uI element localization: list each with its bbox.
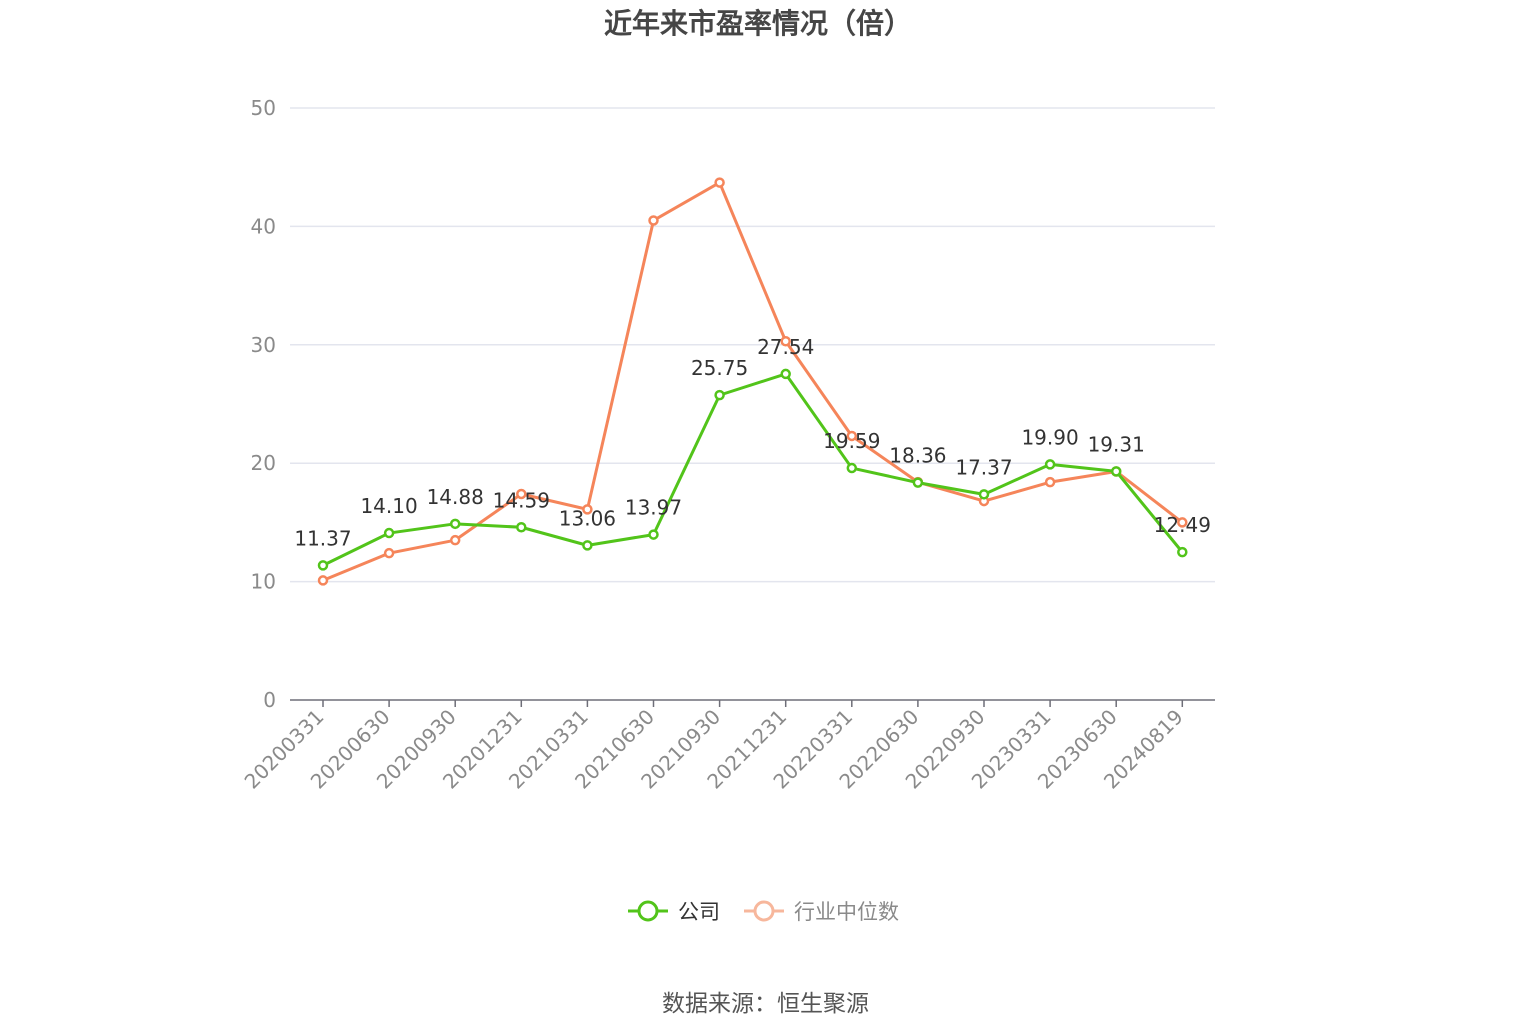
data-point-company[interactable]: [714, 389, 725, 401]
data-point-industry[interactable]: [780, 335, 791, 347]
series-layer: [317, 177, 1188, 586]
y-tick-label: 10: [251, 570, 276, 594]
data-point-industry[interactable]: [1044, 476, 1056, 488]
data-point-company[interactable]: [1177, 546, 1188, 558]
legend-company-marker-icon: [628, 900, 668, 922]
data-label-company: 18.36: [889, 444, 946, 468]
series-line-industry: [322, 181, 1184, 582]
data-label-company: 12.49: [1154, 513, 1211, 537]
data-point-industry[interactable]: [516, 488, 527, 500]
legend-label-industry: 行业中位数: [794, 900, 899, 924]
chart-title: 近年来市盈率情况（倍）: [603, 7, 912, 40]
data-point-company[interactable]: [780, 368, 791, 380]
y-tick-label: 0: [263, 688, 276, 712]
data-label-company: 14.88: [427, 485, 484, 509]
data-point-company[interactable]: [978, 489, 990, 500]
y-tick-label: 30: [251, 333, 276, 357]
data-label-company: 19.59: [823, 429, 880, 453]
y-tick-label: 40: [251, 214, 276, 238]
data-point-company[interactable]: [1044, 459, 1056, 470]
data-label-company: 19.31: [1088, 432, 1145, 456]
y-tick-label: 20: [251, 451, 276, 475]
series-line-company: [322, 372, 1184, 567]
data-point-company[interactable]: [449, 518, 461, 530]
data-label-company: 11.37: [294, 526, 351, 550]
data-point-industry[interactable]: [449, 534, 461, 546]
legend-industry-marker-icon: [744, 900, 784, 922]
data-point-industry[interactable]: [846, 430, 858, 442]
data-label-company: 13.06: [559, 506, 616, 530]
legend-item-company[interactable]: 公司: [626, 896, 720, 926]
data-source: 数据来源：恒生聚源: [662, 991, 869, 1017]
data-label-layer: 11.37 14.10 14.88 14.59 13.06 13.97 25.75 27.54…: [294, 335, 1211, 550]
data-point-industry[interactable]: [648, 215, 659, 226]
x-axis: 2020033120200630202009302020123120210331…: [240, 699, 1215, 794]
data-point-industry[interactable]: [1177, 517, 1188, 528]
y-axis: 0 10 20 30 40 50: [251, 96, 276, 712]
y-tick-label: 50: [251, 96, 276, 120]
data-point-industry[interactable]: [582, 504, 593, 515]
data-label-company: 14.59: [493, 488, 550, 512]
data-label-company: 19.90: [1021, 425, 1078, 449]
data-label-company: 25.75: [691, 356, 748, 380]
data-label-company: 17.37: [955, 455, 1012, 479]
data-point-industry[interactable]: [714, 177, 725, 188]
data-label-company: 14.10: [360, 494, 417, 518]
data-point-company[interactable]: [648, 529, 659, 540]
data-label-company: 13.97: [625, 496, 682, 520]
legend: 公司 行业中位数: [626, 896, 899, 926]
data-point-industry[interactable]: [317, 575, 329, 586]
data-point-company[interactable]: [1110, 466, 1122, 477]
data-point-industry[interactable]: [383, 547, 395, 559]
data-point-company[interactable]: [317, 560, 329, 571]
grid-layer: [290, 107, 1215, 583]
data-point-company[interactable]: [383, 527, 395, 539]
data-point-company[interactable]: [912, 477, 924, 488]
pe-ratio-line-chart: 0 10 20 30 40 50 2020033120200630202009302020…: [240, 96, 1215, 794]
data-point-company[interactable]: [516, 522, 527, 533]
data-label-company: 27.54: [757, 335, 814, 359]
legend-item-industry[interactable]: 行业中位数: [742, 896, 899, 926]
data-point-company[interactable]: [582, 540, 593, 551]
legend-label-company: 公司: [678, 900, 720, 924]
data-point-company[interactable]: [846, 462, 858, 474]
